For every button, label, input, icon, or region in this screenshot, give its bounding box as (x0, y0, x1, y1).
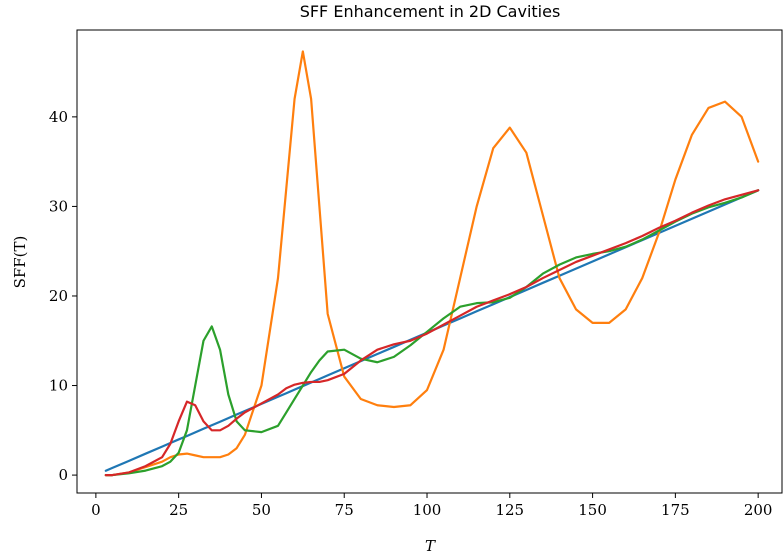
y-tick-label: 40 (49, 108, 68, 126)
series-line (104, 189, 760, 477)
x-tick-label: 100 (413, 501, 442, 519)
x-tick-label: 175 (661, 501, 690, 519)
x-tick-label: 200 (744, 501, 773, 519)
x-tick-label: 0 (91, 501, 101, 519)
x-axis-label: T (425, 537, 436, 555)
y-tick-label: 0 (58, 466, 68, 484)
plot-frame (76, 29, 783, 494)
series-line (104, 189, 760, 477)
x-tick-label: 25 (169, 501, 188, 519)
chart-title: SFF Enhancement in 2D Cavities (300, 2, 561, 21)
y-axis-label: SFF(T) (11, 236, 29, 289)
x-tick-label: 150 (578, 501, 607, 519)
y-tick-label: 20 (49, 287, 68, 305)
x-tick-label: 50 (252, 501, 271, 519)
y-tick-label: 10 (49, 377, 68, 395)
series-line (104, 50, 760, 477)
x-tick-label: 125 (495, 501, 524, 519)
y-tick-label: 30 (49, 197, 68, 215)
x-tick-label: 75 (335, 501, 354, 519)
